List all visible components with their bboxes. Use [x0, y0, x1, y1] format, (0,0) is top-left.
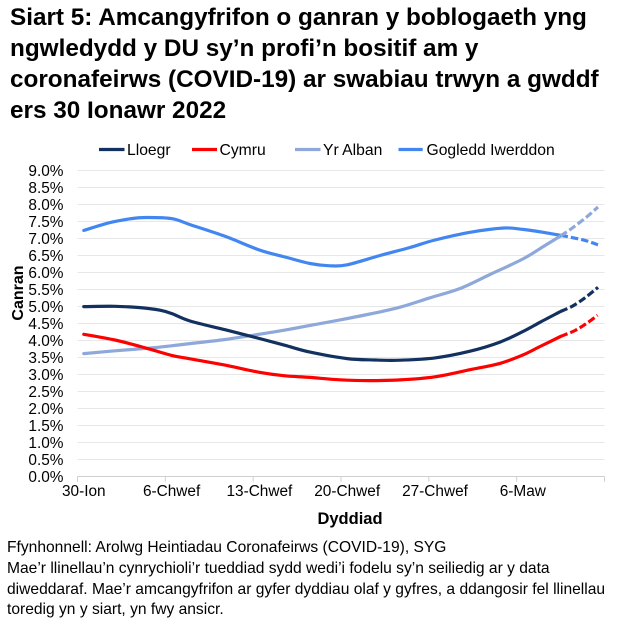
svg-text:9.0%: 9.0% — [28, 163, 63, 180]
svg-text:6.5%: 6.5% — [28, 248, 63, 265]
svg-text:8.0%: 8.0% — [28, 197, 63, 214]
svg-text:7.0%: 7.0% — [28, 231, 63, 248]
svg-text:6-Maw: 6-Maw — [500, 483, 547, 500]
svg-text:27-Chwef: 27-Chwef — [402, 483, 469, 500]
svg-text:8.5%: 8.5% — [28, 180, 63, 197]
svg-text:7.5%: 7.5% — [28, 214, 63, 231]
svg-text:Yr Alban: Yr Alban — [323, 142, 382, 159]
svg-text:6-Chwef: 6-Chwef — [143, 483, 201, 500]
svg-text:20-Chwef: 20-Chwef — [314, 483, 381, 500]
svg-text:1.5%: 1.5% — [28, 418, 63, 435]
svg-text:4.5%: 4.5% — [28, 316, 63, 333]
svg-text:Canran: Canran — [10, 265, 27, 320]
svg-text:0.0%: 0.0% — [28, 469, 63, 486]
svg-text:3.5%: 3.5% — [28, 350, 63, 367]
svg-text:2.0%: 2.0% — [28, 401, 63, 418]
svg-text:0.5%: 0.5% — [28, 452, 63, 469]
svg-text:1.0%: 1.0% — [28, 435, 63, 452]
svg-text:Lloegr: Lloegr — [127, 142, 171, 159]
svg-text:Dyddiad: Dyddiad — [317, 510, 382, 528]
svg-text:30-Ion: 30-Ion — [62, 483, 106, 500]
svg-text:5.0%: 5.0% — [28, 299, 63, 316]
svg-text:4.0%: 4.0% — [28, 333, 63, 350]
svg-text:5.5%: 5.5% — [28, 282, 63, 299]
svg-text:Cymru: Cymru — [220, 142, 266, 159]
svg-text:Gogledd Iwerddon: Gogledd Iwerddon — [427, 142, 555, 159]
svg-text:6.0%: 6.0% — [28, 265, 63, 282]
svg-text:2.5%: 2.5% — [28, 384, 63, 401]
svg-text:3.0%: 3.0% — [28, 367, 63, 384]
svg-text:13-Chwef: 13-Chwef — [226, 483, 293, 500]
